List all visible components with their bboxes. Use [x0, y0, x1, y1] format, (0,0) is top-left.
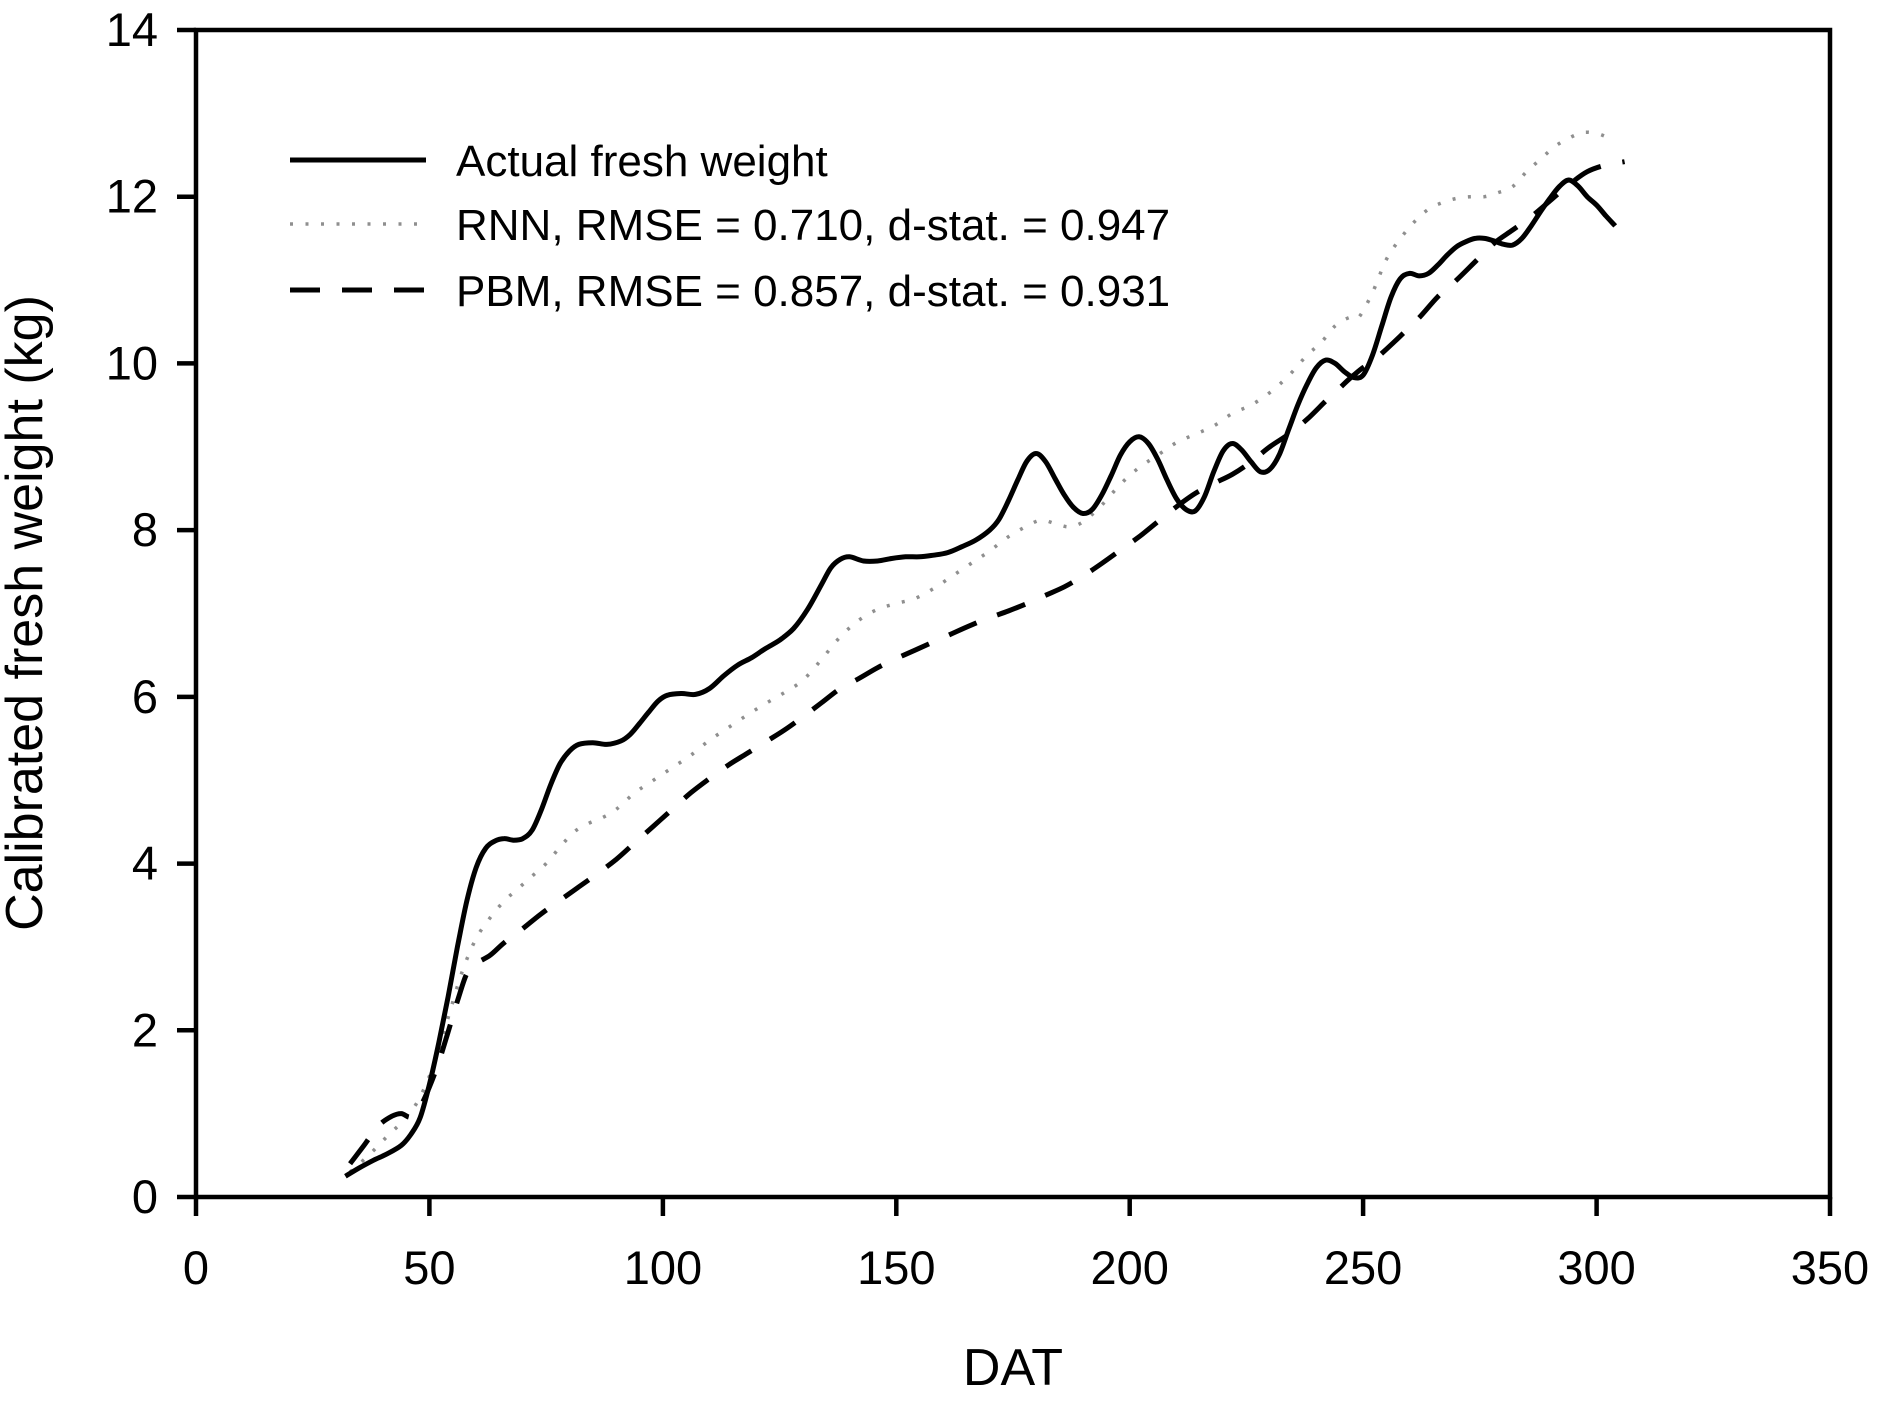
plot-border — [193, 27, 1833, 1200]
legend-label-actual: Actual fresh weight — [456, 137, 828, 186]
x-axis-title: DAT — [963, 1339, 1063, 1397]
x-tick-label: 350 — [1791, 1241, 1869, 1294]
series-line-dashed — [348, 159, 1626, 1166]
y-tick-label: 0 — [132, 1170, 158, 1223]
legend: Actual fresh weight RNN, RMSE = 0.710, d… — [456, 137, 1170, 316]
series-line-solid — [344, 177, 1618, 1179]
legend-label-rnn: RNN, RMSE = 0.710, d-stat. = 0.947 — [456, 201, 1170, 250]
series-line-dotted — [348, 130, 1607, 1174]
x-tick-label: 200 — [1090, 1241, 1168, 1294]
data-series — [344, 130, 1626, 1179]
legend-label-pbm: PBM, RMSE = 0.857, d-stat. = 0.931 — [456, 267, 1170, 316]
x-tick-label: 0 — [183, 1241, 209, 1294]
plot-frame — [193, 27, 1833, 1200]
y-tick-label: 8 — [132, 503, 158, 556]
axis-ticks: 0 50 100 150 200 250 300 350 0 2 4 6 8 10 12 14 — [106, 3, 1869, 1294]
x-tick-label: 150 — [857, 1241, 935, 1294]
x-tick-label: 250 — [1324, 1241, 1402, 1294]
x-tick-label: 300 — [1557, 1241, 1635, 1294]
y-tick-label: 14 — [106, 3, 158, 56]
y-tick-label: 12 — [106, 170, 158, 223]
x-tick-label: 50 — [403, 1241, 455, 1294]
legend-line-samples — [290, 157, 426, 293]
y-tick-label: 10 — [106, 336, 158, 389]
y-tick-label: 4 — [132, 837, 158, 890]
y-tick-label: 6 — [132, 670, 158, 723]
y-axis-title: Calibrated fresh weight (kg) — [0, 295, 54, 931]
x-tick-label: 100 — [624, 1241, 702, 1294]
y-tick-label: 2 — [132, 1003, 158, 1056]
